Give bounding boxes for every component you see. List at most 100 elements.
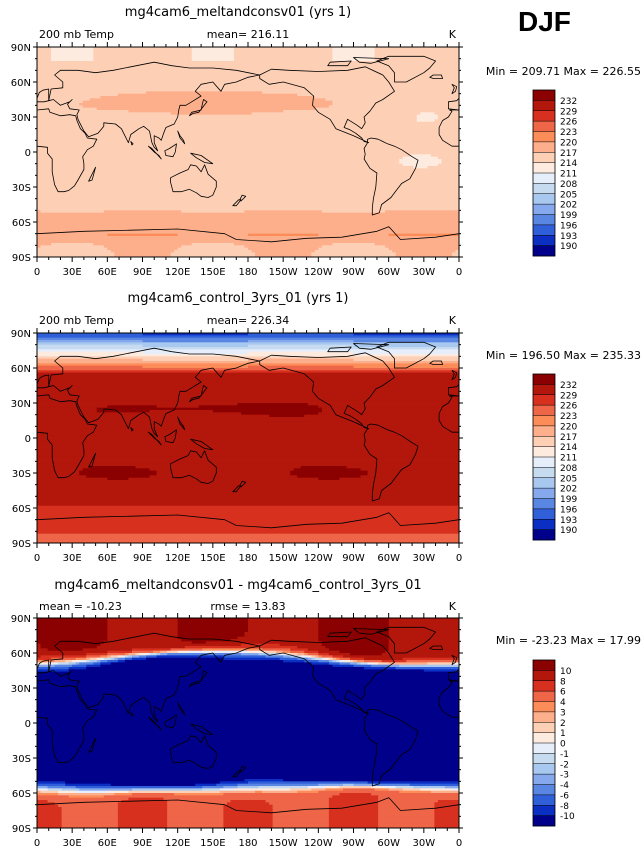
heatmap-cell [51,51,94,55]
heatmap-cell [37,748,460,752]
heatmap-cell [205,641,323,645]
unit-label: K [449,600,457,613]
heatmap-cell [311,655,316,659]
coastline [190,152,214,165]
heatmap-cell [37,208,460,211]
colorbar-label: 1 [560,729,566,739]
coastline [36,88,50,103]
heatmap-cell [37,690,460,694]
heatmap-cell [255,790,263,794]
lat-tick-label: 90N [11,43,31,54]
heatmap-cell [167,807,224,810]
lat-tick-label: 60S [12,789,31,800]
colorbar-swatch [533,162,555,174]
heatmap-cell [100,660,108,663]
heatmap-cell [265,650,277,654]
heatmap-cell [61,823,119,827]
coastline [48,61,261,152]
lat-tick-label: 0 [25,719,31,730]
lon-tick-label: 30E [63,553,82,564]
heatmap-cell [297,93,460,97]
heatmap-cell [402,156,439,160]
heatmap-cell [444,786,460,789]
coastline [170,164,217,198]
heatmap-cell [117,660,126,663]
heatmap-cell [300,466,347,469]
lat-tick-label: 60N [11,364,31,375]
heatmap-cell [378,821,435,824]
heatmap-cell [51,657,77,661]
heatmap-cell [61,788,80,792]
heatmap-cell [223,786,238,789]
heatmap-cell [223,809,274,813]
heatmap-cell [142,365,249,369]
heatmap-cell [61,809,119,813]
heatmap-cell [371,786,386,789]
lon-tick-label: 120E [165,553,190,564]
lat-tick-label: 90S [12,824,31,835]
heatmap-cell [248,622,319,626]
heatmap-cell [314,657,323,661]
heatmap-cell [37,222,460,225]
heatmap-cell [290,655,298,659]
heatmap-cell [349,657,365,661]
heatmap-cell [37,135,460,139]
heatmap-cell [290,650,305,654]
heatmap-cell [311,788,326,792]
heatmap-cell [37,629,108,633]
heatmap-cell [61,814,119,817]
heatmap-cell [37,114,418,118]
heatmap-cell [37,480,460,483]
coastline [190,723,214,736]
coastline [190,438,214,451]
heatmap-cell [37,201,460,204]
heatmap-cell [37,531,460,535]
coastline [376,626,436,654]
heatmap-cell [402,163,439,167]
heatmap-cell [37,802,55,806]
heatmap-cell [131,793,175,796]
colorbar-label: 220 [560,422,577,432]
heatmap-cell [223,823,274,827]
heatmap-cell [86,660,91,663]
colorbar-label: 202 [560,201,577,211]
heatmap-cell [388,632,460,635]
heatmap-cell [321,245,386,249]
heatmap-cell [117,823,168,827]
heatmap-cell [430,154,460,158]
colorbar-label: -6 [560,791,569,801]
heatmap-cell [353,365,460,369]
heatmap-cell [321,410,460,413]
heatmap-cell [385,245,460,249]
heatmap-cell [269,414,305,418]
heatmap-cell [40,245,105,249]
heatmap-cell [65,781,221,785]
heatmap-cell [89,98,326,102]
heatmap-cell [47,662,59,666]
heatmap-cell [307,648,330,652]
heatmap-cell [248,620,319,624]
heatmap-cell [89,657,98,661]
heatmap-cell [117,818,168,822]
heatmap-cell [75,662,80,666]
heatmap-cell [93,662,101,666]
heatmap-cell [37,79,460,83]
heatmap-cell [37,100,84,104]
heatmap-cell [37,674,460,677]
heatmap-cell [240,412,319,416]
heatmap-cell [272,818,330,822]
heatmap-cell [37,243,52,246]
heatmap-cell [307,653,319,656]
heatmap-cell [318,653,330,656]
heatmap-cell [37,363,460,367]
heatmap-cell [37,636,108,640]
heatmap-cell [128,790,221,794]
heatmap-cell [437,117,460,120]
heatmap-cell [117,802,168,806]
coastline [189,99,208,117]
heatmap-cell [121,800,168,803]
heatmap-cell [374,56,460,60]
heatmap-cell [385,650,460,654]
heatmap-cell [37,695,460,698]
heatmap-cell [37,676,460,680]
